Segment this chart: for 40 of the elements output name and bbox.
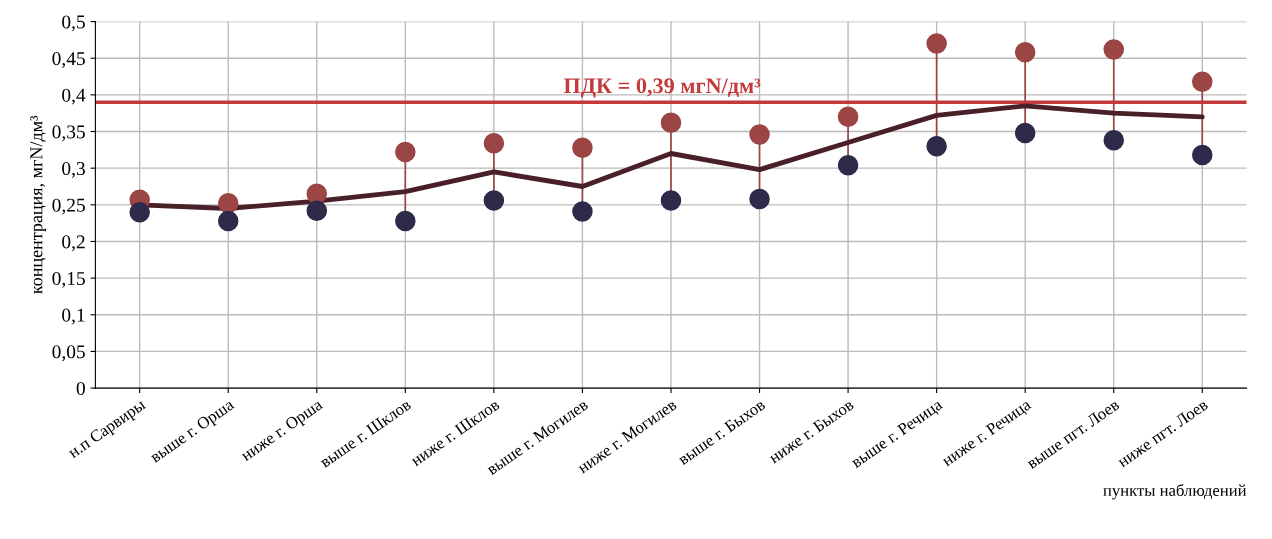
point: [395, 141, 416, 163]
y-tick-label: 0,5: [62, 15, 85, 32]
point: [837, 106, 859, 128]
y-axis-title: концентрация, мгN/дм³: [30, 115, 47, 294]
point: [483, 190, 505, 211]
y-tick-label: 0,35: [52, 125, 85, 142]
point: [1014, 122, 1036, 144]
point: [395, 210, 416, 232]
point: [572, 137, 593, 158]
point: [926, 33, 947, 54]
point: [1014, 42, 1036, 63]
point: [1192, 144, 1213, 166]
x-axis-title: пункты наблюдений: [1103, 483, 1247, 500]
y-tick-label: 0,15: [52, 271, 85, 288]
point: [306, 183, 328, 205]
point: [217, 210, 239, 232]
ref-line-label: ПДК = 0,39 мгN/дм³: [563, 78, 761, 98]
x-tick-label: выше г. Орша: [149, 398, 237, 466]
point: [217, 193, 239, 214]
point: [749, 124, 770, 145]
point: [926, 135, 947, 157]
point: [1103, 130, 1125, 151]
point: [129, 201, 150, 223]
point: [837, 154, 859, 176]
y-tick-label: 0,3: [62, 161, 85, 178]
point: [660, 112, 682, 133]
point: [306, 200, 328, 221]
y-tick-label: 0,05: [52, 345, 85, 362]
y-tick-label: 0,45: [52, 52, 85, 68]
y-tick-label: 0,1: [62, 308, 85, 325]
y-tick-label: 0,2: [62, 235, 85, 252]
y-tick-label: 0,4: [62, 88, 86, 105]
point: [1103, 39, 1125, 60]
point: [483, 132, 505, 154]
point: [1192, 71, 1213, 92]
point: [749, 188, 770, 210]
y-tick-label: 0: [76, 381, 85, 396]
y-tick-label: 0,25: [52, 198, 85, 215]
point: [660, 190, 682, 211]
point: [572, 201, 593, 222]
